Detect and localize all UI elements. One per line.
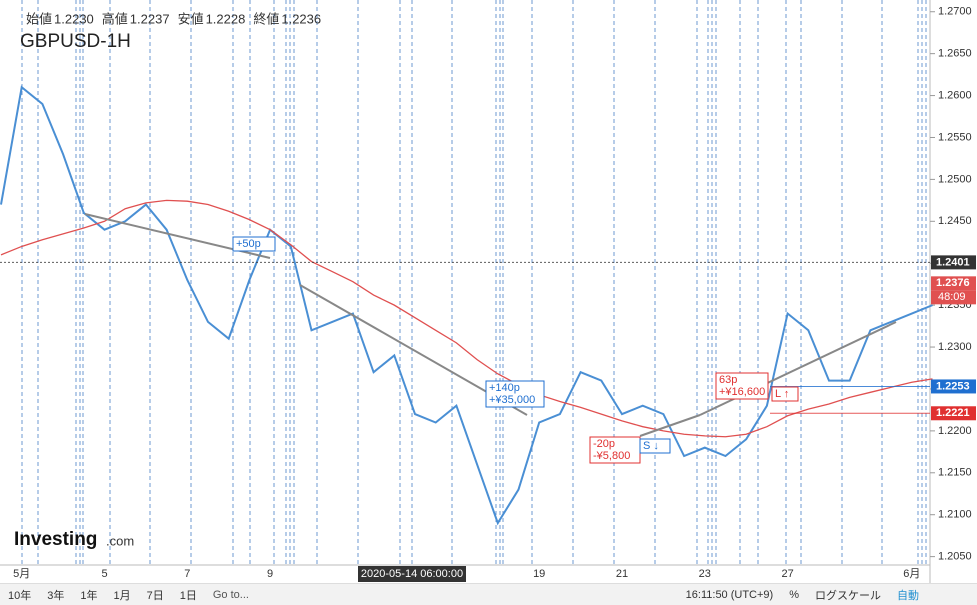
y-tick-label: 1.2200 <box>938 425 972 437</box>
y-tick-label: 1.2550 <box>938 131 972 143</box>
price-tag-label: 1.2401 <box>936 256 970 268</box>
annotation-text: L ↑ <box>775 388 789 400</box>
x-tick-label: 27 <box>781 568 793 580</box>
range-button[interactable]: 1年 <box>80 589 98 602</box>
y-tick-label: 1.2700 <box>938 6 972 18</box>
plot-bg <box>0 0 930 565</box>
annotation-box <box>771 386 799 402</box>
range-button[interactable]: 1日 <box>179 589 197 602</box>
price-tag <box>931 255 976 270</box>
annotation-text: +140p <box>489 382 520 394</box>
y-tick-label: 1.2500 <box>938 173 972 185</box>
percent-button[interactable]: % <box>789 588 799 601</box>
logo-suffix: .com <box>106 533 134 548</box>
annotation-text: S ↓ <box>643 440 659 452</box>
ohlc-value: 1.2230 <box>54 11 94 26</box>
y-tick-label: 1.2650 <box>938 48 972 60</box>
log-button[interactable]: ログスケール <box>815 589 881 602</box>
toolbar: 10年 3年 1年 1月 7日 1日 Go to... 16:11:50 (UTC+9)% ログ… <box>0 583 977 605</box>
price-tag-label: 1.2376 <box>936 277 970 289</box>
auto-button[interactable]: 自動 <box>897 589 919 602</box>
ohlc-label: 安値 <box>178 11 204 26</box>
ohlc-value: 1.2236 <box>281 11 321 26</box>
price-tag <box>931 379 976 394</box>
x-tick-label: 6月 <box>903 568 920 580</box>
x-tick-label: 7 <box>184 568 190 580</box>
ohlc-label: 始値 <box>26 11 52 26</box>
range-button[interactable]: 7日 <box>146 589 164 602</box>
y-tick-label: 1.2450 <box>938 215 972 227</box>
annotation-text: -20p <box>593 438 615 450</box>
y-tick-label: 1.2150 <box>938 467 972 479</box>
price-line <box>0 199 933 438</box>
range-button[interactable]: 3年 <box>47 589 65 602</box>
annotation-text: -¥5,800 <box>593 450 630 462</box>
goto-button[interactable]: Go to... <box>212 588 249 601</box>
range-button[interactable]: 1月 <box>113 589 131 602</box>
crosshair-bg <box>358 566 466 582</box>
x-tick-label: 5 <box>101 568 107 580</box>
logo: Investing <box>14 529 97 550</box>
x-tick-label: 23 <box>699 568 711 580</box>
annotation-text: +¥35,000 <box>489 394 535 406</box>
ohlc-value: 1.2237 <box>130 11 170 26</box>
x-tick-label: 19 <box>533 568 545 580</box>
price-tag-label: 1.2253 <box>936 380 970 392</box>
price-tag <box>931 276 976 291</box>
x-tick-label: 21 <box>616 568 628 580</box>
price-line <box>0 85 933 526</box>
y-tick-label: 1.2600 <box>938 89 972 101</box>
annotation-box <box>639 438 671 454</box>
clock: 16:11:50 (UTC+9) <box>685 588 774 601</box>
crosshair-label: 2020-05-14 06:00:00 <box>361 568 463 580</box>
chart-title: GBPUSD-1H <box>20 31 131 52</box>
y-tick-label: 1.2300 <box>938 341 972 353</box>
ohlc-label: 高値 <box>102 11 128 26</box>
chart: 1.2700 1.2650 1.2600 1.2550 1.2500 1.2450 1.24… <box>0 0 976 583</box>
y-tick-label: 1.2100 <box>938 509 972 521</box>
annotation-text: +¥16,600 <box>719 386 765 398</box>
annotation-text: 63p <box>719 374 737 386</box>
annotation-box <box>715 372 769 400</box>
y-tick-label: 1.2050 <box>938 551 972 563</box>
ohlc-label: 終値 <box>253 11 279 26</box>
annotation-box <box>232 236 276 252</box>
price-tag-label: 1.2221 <box>936 407 970 419</box>
annotation-box <box>485 380 545 408</box>
trend-line <box>639 414 701 437</box>
price-tag <box>931 406 976 421</box>
countdown: 48:09 <box>938 291 966 303</box>
x-tick-label: 9 <box>267 568 273 580</box>
countdown-bg <box>931 290 976 305</box>
x-tick-label: 5月 <box>13 568 30 580</box>
ohlc-value: 1.2228 <box>206 11 246 26</box>
range-button[interactable]: 10年 <box>8 589 32 602</box>
annotation-text: +50p <box>236 238 261 250</box>
